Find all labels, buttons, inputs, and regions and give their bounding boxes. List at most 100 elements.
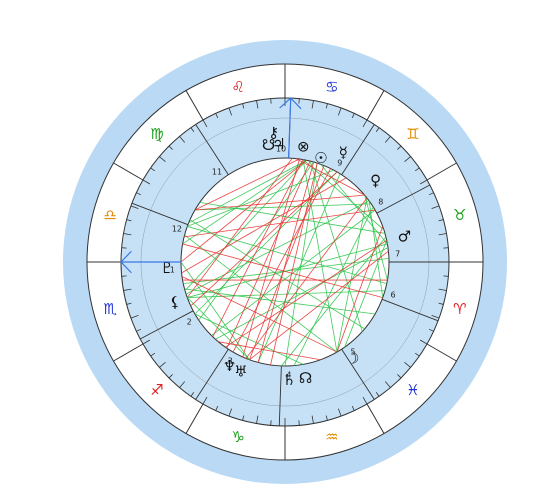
planet-saturn-icon: ♄	[282, 371, 295, 389]
degree-tick	[190, 392, 195, 397]
degree-tick	[438, 233, 447, 236]
aspect-line-soft	[188, 159, 307, 224]
aspect-line-hard	[226, 160, 311, 349]
house-cusp	[381, 298, 439, 322]
degree-tick	[351, 405, 355, 411]
degree-tick	[351, 113, 355, 119]
degree-tick	[362, 119, 368, 128]
aspect-lines	[180, 158, 389, 367]
degree-tick	[311, 100, 314, 109]
house-cusp	[131, 202, 189, 226]
degree-tick	[142, 179, 151, 185]
aspect-line-soft	[281, 236, 387, 367]
degree-tick	[179, 381, 186, 388]
planet-venus-icon: ♀	[370, 171, 381, 189]
house-number-8: 8	[378, 198, 383, 207]
house-number-10: 10	[276, 145, 286, 154]
house-cusp	[376, 184, 431, 214]
sign-gemini-icon: ♊	[406, 125, 419, 143]
degree-tick	[397, 145, 402, 150]
degree-tick	[375, 127, 380, 132]
sign-aquarius-icon: ♒	[325, 428, 338, 446]
degree-tick	[130, 205, 139, 210]
planet-neptune-icon: ♆	[223, 357, 236, 375]
degree-tick	[202, 396, 208, 405]
degree-tick	[428, 328, 434, 332]
aspect-line-hard	[190, 171, 338, 307]
aspect-line-soft	[187, 290, 385, 298]
degree-tick	[150, 167, 155, 172]
house-cusp	[341, 348, 375, 400]
degree-tick	[438, 219, 444, 222]
sign-virgo-icon: ♍	[150, 125, 163, 143]
planet-moon-icon: ☽	[346, 350, 359, 368]
sign-divider	[113, 343, 144, 362]
degree-tick	[215, 405, 219, 411]
sign-cancer-icon: ♋	[325, 78, 338, 96]
aspect-line-hard	[186, 158, 293, 298]
degree-tick	[256, 415, 259, 424]
degree-tick	[404, 156, 411, 163]
aspect-line-hard	[184, 209, 376, 238]
ascendant-axis-arrowhead	[120, 250, 132, 274]
sign-taurus-icon: ♉	[453, 206, 466, 224]
sign-divider	[366, 403, 385, 434]
aspect-line-soft	[194, 203, 372, 211]
degree-tick	[384, 136, 391, 143]
aspect-line-soft	[184, 159, 307, 291]
degree-tick	[159, 156, 166, 163]
degree-tick	[168, 145, 173, 150]
degree-tick	[419, 179, 428, 185]
aspect-line-hard	[249, 250, 389, 361]
planet-part-of-fortune-icon: ⊗	[297, 137, 310, 155]
degree-tick	[375, 392, 380, 397]
house-number-3: 3	[228, 356, 233, 365]
degree-tick	[431, 205, 440, 210]
degree-tick	[404, 361, 411, 368]
sign-aries-icon: ♈	[453, 300, 466, 318]
sign-divider	[185, 403, 204, 434]
aspect-line-soft	[194, 171, 338, 315]
degree-tick	[159, 361, 166, 368]
aspect-line-hard	[218, 341, 321, 361]
degree-tick	[215, 113, 219, 119]
degree-tick	[123, 288, 132, 291]
aspect-line-soft	[309, 160, 363, 332]
planet-chiron-icon: ⚷	[268, 123, 279, 141]
midheaven-axis-arrowhead	[279, 97, 302, 110]
house-number-5: 5	[350, 348, 355, 357]
degree-tick	[168, 374, 173, 379]
aspect-line-hard	[242, 158, 300, 358]
chart-axes	[120, 97, 302, 274]
degree-tick	[415, 167, 420, 172]
sign-divider	[426, 343, 457, 362]
house-cusp	[139, 310, 194, 340]
aspect-line-soft	[364, 195, 388, 281]
degree-tick	[123, 233, 132, 236]
house-number-7: 7	[395, 250, 400, 259]
house-number-6: 6	[391, 291, 396, 300]
degree-tick	[136, 192, 142, 196]
planet-lilith-icon: ⚸	[170, 293, 181, 311]
aspect-line-soft	[183, 257, 389, 285]
house-cusp	[195, 124, 229, 176]
sign-divider	[113, 162, 144, 181]
house-number-1: 1	[170, 265, 175, 274]
degree-tick	[142, 339, 151, 345]
house-number-12: 12	[172, 224, 182, 233]
degree-tick	[228, 107, 233, 116]
degree-tick	[415, 352, 420, 357]
planets: ♅♆ ♄ ☊ ☽ ♂ ♀ ☿ ☉⊗ ♃⚷☋ ♇ ⚸	[160, 123, 411, 388]
degree-tick	[190, 127, 195, 132]
aspect-line-hard	[182, 243, 383, 298]
aspect-line-soft	[189, 219, 365, 330]
planet-pluto-icon: ♇	[160, 259, 173, 277]
sign-divider	[366, 90, 385, 121]
aspect-line-hard	[194, 158, 300, 211]
degree-tick	[325, 415, 328, 421]
degree-tick	[130, 314, 139, 319]
aspect-line-hard	[336, 226, 384, 353]
house-cusp	[278, 365, 282, 426]
